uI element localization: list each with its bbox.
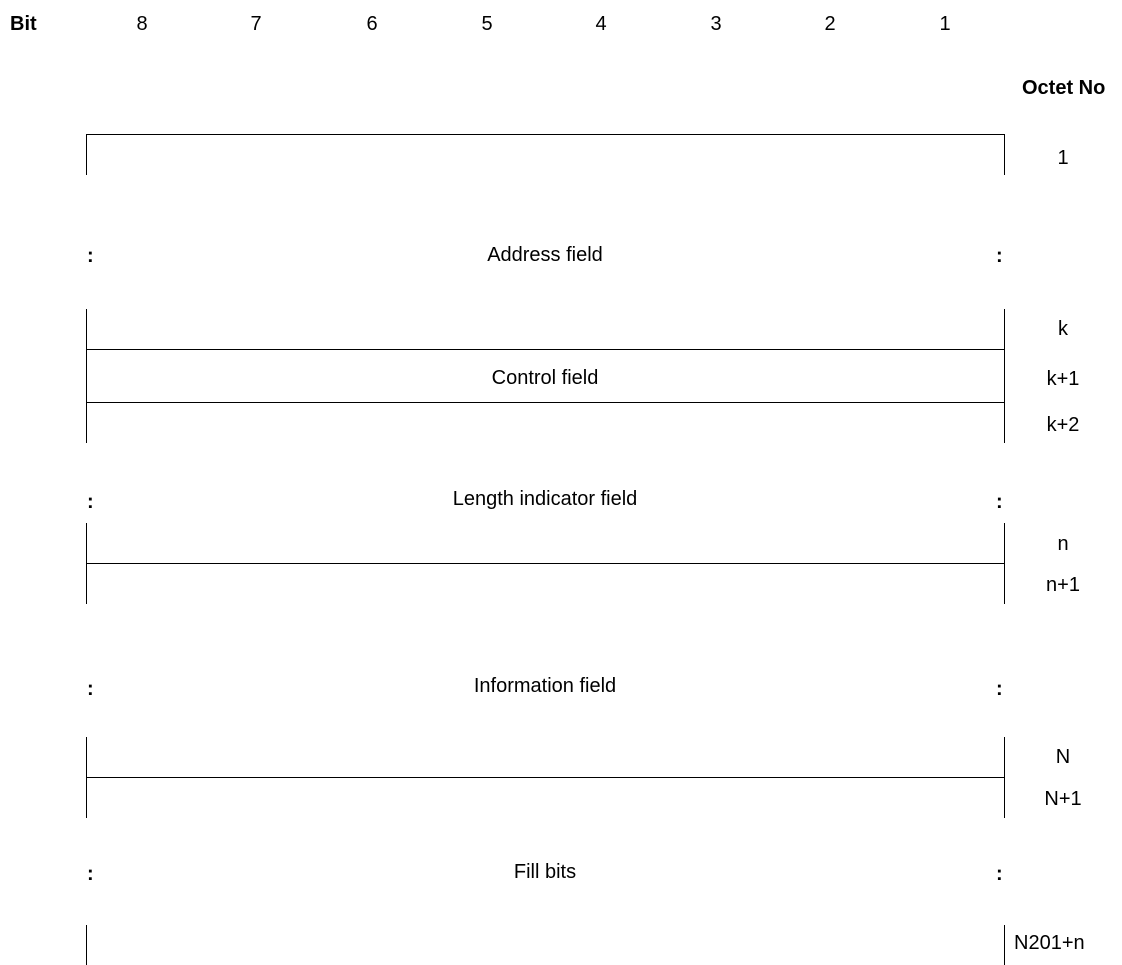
- octet-1-right-border: [1004, 134, 1005, 175]
- length-ellipsis-right: :: [996, 491, 1003, 513]
- octet-number-k-plus-1: k+1: [1046, 368, 1080, 390]
- octet-k-left-border: [86, 309, 87, 443]
- octet-number-n-plus-1: n+1: [1046, 574, 1080, 596]
- fill-ellipsis-right: :: [996, 863, 1003, 885]
- bit-8: 8: [136, 13, 148, 35]
- information-fill-divider: [86, 777, 1005, 778]
- address-field-label: Address field: [487, 244, 603, 266]
- octet-k-right-border: [1004, 309, 1005, 443]
- bit-7: 7: [250, 13, 262, 35]
- bit-1: 1: [939, 13, 951, 35]
- fill-ellipsis-left: :: [87, 863, 94, 885]
- bit-2: 2: [824, 13, 836, 35]
- bit-5: 5: [481, 13, 493, 35]
- last-octet-left-border: [86, 925, 87, 965]
- control-field-top-border: [86, 349, 1005, 350]
- information-field-label: Information field: [473, 675, 617, 697]
- control-field-label: Control field: [491, 367, 599, 389]
- address-ellipsis-left: :: [87, 245, 94, 267]
- fill-bits-label: Fill bits: [513, 861, 577, 883]
- control-field-bottom-border: [86, 402, 1005, 403]
- bit-6: 6: [366, 13, 378, 35]
- length-information-divider: [86, 563, 1005, 564]
- octet-number-N201-plus-n: N201+n: [1014, 932, 1085, 954]
- bit-3: 3: [710, 13, 722, 35]
- octet-number-N-plus-1: N+1: [1044, 788, 1082, 810]
- octet-number-label: Octet No: [1022, 77, 1106, 99]
- octet-number-k-plus-2: k+2: [1046, 414, 1080, 436]
- length-ellipsis-left: :: [87, 491, 94, 513]
- length-indicator-field-label: Length indicator field: [452, 488, 638, 510]
- last-octet-right-border: [1004, 925, 1005, 965]
- bit-label: Bit: [10, 13, 37, 35]
- bit-4: 4: [595, 13, 607, 35]
- information-ellipsis-left: :: [87, 678, 94, 700]
- octet-number-1: 1: [1057, 147, 1069, 169]
- octet-number-k: k: [1058, 318, 1068, 340]
- octet-1-left-border: [86, 134, 87, 175]
- octet-number-n: n: [1057, 533, 1069, 555]
- octet-number-N: N: [1055, 746, 1071, 768]
- information-ellipsis-right: :: [996, 678, 1003, 700]
- octet-1-top-border: [86, 134, 1005, 135]
- address-ellipsis-right: :: [996, 245, 1003, 267]
